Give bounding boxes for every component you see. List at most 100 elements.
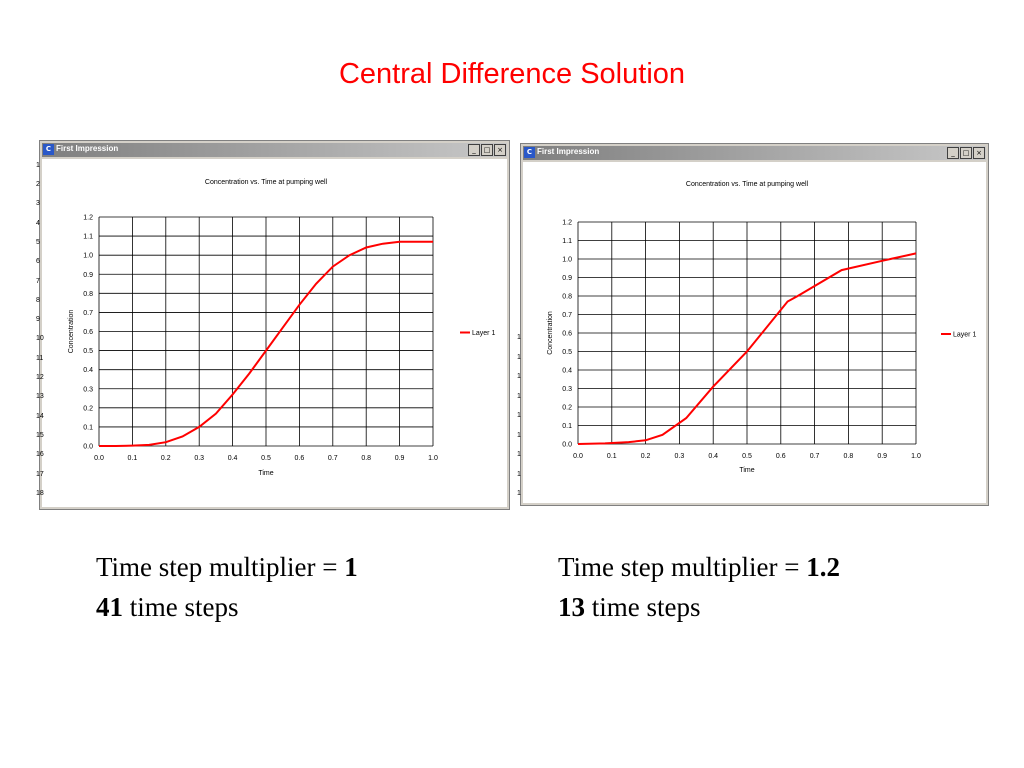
chart-title: Concentration vs. Time at pumping well	[686, 181, 809, 188]
steps-label: time steps	[585, 592, 701, 622]
row-number-column: 1 1 1 1 1 1 1 1 1	[517, 162, 553, 503]
row-number: 1	[517, 354, 521, 361]
chart-title: Concentration vs. Time at pumping well	[205, 179, 328, 186]
y-tick-label: 0.2	[83, 405, 93, 412]
y-tick-label: 0.9	[562, 275, 572, 282]
x-tick-label: 0.3	[675, 453, 685, 460]
x-tick-label: 0.0	[573, 453, 583, 460]
x-tick-label: 1.0	[428, 455, 438, 462]
row-number: 1	[517, 373, 521, 380]
row-number: 7	[36, 278, 40, 285]
window-client-area: 1 2 3 4 5 6 7 8 9 10 11 12 13 14 15 16 1…	[36, 159, 507, 507]
y-tick-label: 1.0	[562, 257, 572, 264]
series-line-layer-1	[577, 252, 917, 445]
steps-line: 13 time steps	[558, 587, 840, 627]
x-tick-label: 0.2	[161, 455, 171, 462]
y-tick-label: 0.6	[562, 331, 572, 338]
concentration-chart: Concentration vs. Time at pumping well 0.…	[68, 179, 495, 477]
row-number: 4	[36, 220, 40, 227]
x-tick-label: 1.0	[911, 453, 921, 460]
chart-window-left[interactable]: C First Impression _ □ × 1 2 3 4 5 6 7 8 9…	[36, 140, 510, 510]
x-tick-label: 0.4	[708, 453, 718, 460]
minimize-button[interactable]: _	[947, 147, 959, 159]
row-number: 18	[36, 490, 44, 497]
window-controls: _ □ ×	[946, 147, 985, 159]
app-logo-icon: C	[524, 147, 535, 158]
x-tick-label: 0.4	[228, 455, 238, 462]
restore-button[interactable]: □	[960, 147, 972, 159]
multiplier-label: Time step multiplier =	[96, 552, 345, 582]
multiplier-value: 1	[344, 552, 358, 582]
chart-window-right[interactable]: C First Impression _ □ × 1 1 1 1 1 1 1 1 1…	[517, 143, 989, 506]
window-title: First Impression	[56, 144, 119, 153]
multiplier-line: Time step multiplier = 1	[96, 547, 358, 587]
steps-label: time steps	[123, 592, 239, 622]
row-number-column: 1 2 3 4 5 6 7 8 9 10 11 12 13 14 15 16 1…	[36, 159, 72, 507]
series-line-layer-1	[99, 240, 433, 447]
slide-title: Central Difference Solution	[338, 58, 686, 90]
close-button[interactable]: ×	[494, 144, 506, 156]
x-axis-label: Time	[739, 467, 754, 474]
y-tick-label: 0.3	[562, 386, 572, 393]
row-number: 9	[36, 316, 40, 323]
row-number: 12	[36, 374, 44, 381]
window-title: First Impression	[537, 147, 600, 156]
x-tick-label: 0.9	[877, 453, 887, 460]
x-tick-label: 0.7	[328, 455, 338, 462]
x-tick-label: 0.0	[94, 455, 104, 462]
row-number: 6	[36, 258, 40, 265]
row-number: 10	[36, 335, 44, 342]
multiplier-label: Time step multiplier =	[558, 552, 807, 582]
x-tick-label: 0.5	[742, 453, 752, 460]
y-tick-label: 0.6	[83, 329, 93, 336]
x-tick-label: 0.6	[776, 453, 786, 460]
row-number: 14	[36, 413, 44, 420]
y-tick-label: 0.0	[83, 444, 93, 451]
minimize-button[interactable]: _	[468, 144, 480, 156]
steps-value: 41	[96, 592, 123, 622]
x-tick-label: 0.6	[295, 455, 305, 462]
row-number: 1	[517, 451, 521, 458]
restore-button[interactable]: □	[481, 144, 493, 156]
x-tick-label: 0.3	[194, 455, 204, 462]
row-number: 1	[517, 471, 521, 478]
y-tick-label: 1.2	[83, 215, 93, 222]
legend-label: Layer 1	[472, 330, 495, 337]
x-tick-label: 0.9	[395, 455, 405, 462]
row-number: 5	[36, 239, 40, 246]
row-number: 15	[36, 432, 44, 439]
close-button[interactable]: ×	[973, 147, 985, 159]
y-tick-label: 0.7	[83, 310, 93, 317]
legend-label: Layer 1	[953, 332, 976, 339]
x-tick-label: 0.1	[128, 455, 138, 462]
y-tick-label: 1.0	[83, 253, 93, 260]
row-number: 13	[36, 393, 44, 400]
y-tick-label: 0.1	[562, 423, 572, 430]
y-tick-label: 0.4	[562, 368, 572, 375]
steps-value: 13	[558, 592, 585, 622]
row-number: 1	[517, 393, 521, 400]
y-axis-label: Concentration	[547, 311, 554, 355]
row-number: 3	[36, 200, 40, 207]
app-logo-icon: C	[43, 144, 54, 155]
steps-line: 41 time steps	[96, 587, 358, 627]
y-tick-label: 0.5	[83, 348, 93, 355]
y-tick-label: 0.3	[83, 386, 93, 393]
x-tick-label: 0.7	[810, 453, 820, 460]
concentration-chart: Concentration vs. Time at pumping well 0.…	[547, 181, 976, 474]
x-tick-label: 0.8	[361, 455, 371, 462]
y-tick-label: 0.9	[83, 272, 93, 279]
x-tick-label: 0.1	[607, 453, 617, 460]
y-tick-label: 1.1	[562, 238, 572, 245]
y-tick-label: 0.7	[562, 312, 572, 319]
row-number: 8	[36, 297, 40, 304]
caption-right: Time step multiplier = 1.2 13 time steps	[558, 547, 840, 627]
window-titlebar[interactable]: C First Impression _ □ ×	[42, 143, 507, 157]
row-number: 11	[36, 355, 44, 362]
y-tick-label: 0.1	[83, 424, 93, 431]
window-client-area: 1 1 1 1 1 1 1 1 1 Concentration vs. Time…	[517, 162, 986, 503]
y-tick-label: 0.0	[562, 442, 572, 449]
caption-left: Time step multiplier = 1 41 time steps	[96, 547, 358, 627]
row-number: 1	[517, 412, 521, 419]
window-titlebar[interactable]: C First Impression _ □ ×	[523, 146, 986, 160]
